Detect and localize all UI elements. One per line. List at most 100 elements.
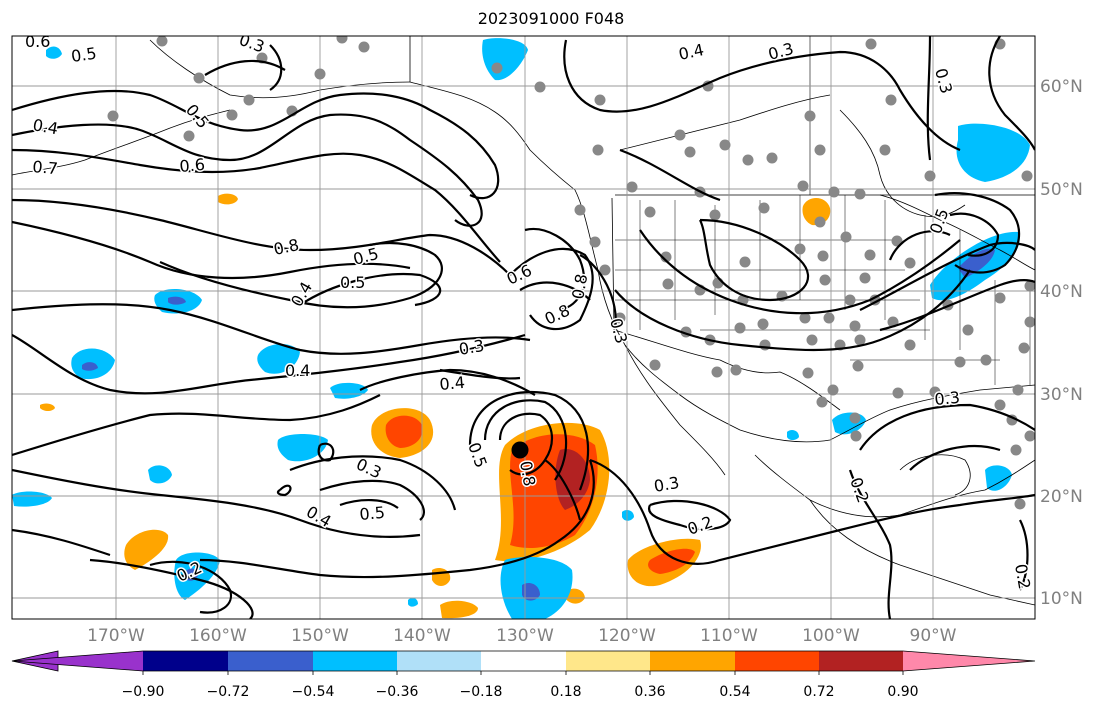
station-dot: [994, 292, 1006, 304]
colorbar-tick-labels: −0.90 −0.72 −0.54 −0.36 −0.18 0.18 0.36 0.54 0.7…: [122, 671, 919, 700]
map-frame: [11, 35, 1036, 620]
lon-label: 160°W: [189, 626, 247, 646]
station-dot: [766, 152, 778, 164]
shade-blue: [956, 123, 1030, 182]
station-dot: [854, 188, 866, 200]
station-dot: [892, 387, 904, 399]
contours: [12, 36, 1035, 619]
shade-blue: [985, 465, 1012, 491]
shade-darkblue: [522, 583, 540, 601]
station-dot: [804, 110, 816, 122]
shade-darkred: [555, 449, 590, 510]
colorbar-swatch: [566, 651, 650, 671]
station-dot: [589, 236, 601, 248]
station-dot: [758, 202, 770, 214]
lat-label: 60°N: [1040, 77, 1083, 97]
shade-blue: [46, 46, 62, 59]
contour-label: 0.3: [934, 388, 961, 409]
contour-label: 0.7: [32, 157, 59, 178]
station-dot: [709, 209, 721, 221]
station-dot: [1018, 342, 1030, 354]
station-dot: [684, 146, 696, 158]
lon-label: 110°W: [700, 626, 758, 646]
station-dot: [954, 356, 966, 368]
station-dot: [1024, 316, 1035, 328]
station-dot: [814, 216, 826, 228]
station-dot: [849, 320, 861, 332]
colorbar-tick-label: −0.90: [122, 684, 165, 700]
station-dot: [854, 334, 866, 346]
colorbar-tick-label: −0.36: [376, 684, 419, 700]
station-dot: [1010, 444, 1022, 456]
colorbar-tick-label: 0.36: [634, 684, 665, 700]
contour-label: 0.5: [359, 503, 386, 524]
station-dot: [757, 318, 769, 330]
shade-darkblue: [168, 296, 186, 305]
station-dot: [574, 204, 586, 216]
colorbar-swatch: [143, 651, 228, 671]
station-dot: [823, 312, 835, 324]
station-dot: [864, 249, 876, 261]
station-dot: [980, 354, 992, 366]
station-dot: [904, 339, 916, 351]
station-dot: [702, 80, 714, 92]
station-dot: [806, 334, 818, 346]
station-dot: [358, 41, 370, 53]
lon-label: 170°W: [87, 626, 145, 646]
station-dot: [719, 139, 731, 151]
shade-blue: [257, 344, 300, 374]
station-dot: [711, 366, 723, 378]
colorbar-swatch: [650, 651, 735, 671]
lat-label: 50°N: [1040, 180, 1083, 200]
colorbar: [11, 650, 1036, 672]
station-dot: [799, 312, 811, 324]
station-dot: [885, 94, 897, 106]
colorbar-swatch: [397, 651, 481, 671]
colorbar-swatch: [12, 651, 143, 671]
station-dot: [534, 81, 546, 93]
colorbar-tick-label: −0.54: [292, 684, 335, 700]
station-dot: [817, 250, 829, 262]
station-dot: [994, 399, 1006, 411]
station-dot: [662, 278, 674, 290]
shade-darkblue: [82, 362, 98, 371]
station-dot: [107, 110, 119, 122]
shade-blue: [12, 491, 52, 507]
station-dot: [1014, 498, 1026, 510]
colorbar-swatch: [903, 651, 1035, 671]
station-dot: [243, 94, 255, 106]
station-dot: [828, 186, 840, 198]
shade-blue: [330, 382, 368, 399]
station-dot: [816, 396, 828, 408]
station-dot: [739, 256, 751, 268]
station-dot: [844, 294, 856, 306]
station-dot: [226, 109, 238, 121]
station-dot: [904, 257, 916, 269]
chart-title: 2023091000 F048: [477, 9, 625, 28]
lat-label: 10°N: [1040, 589, 1083, 609]
lat-label: 30°N: [1040, 385, 1083, 405]
station-dot: [1012, 384, 1024, 396]
station-dot: [859, 272, 871, 284]
station-dot: [924, 170, 936, 182]
station-dot: [797, 180, 809, 192]
shade-orange: [565, 588, 585, 604]
lon-label: 100°W: [802, 626, 860, 646]
shade-blue: [277, 434, 328, 462]
shade-blue: [622, 509, 634, 521]
station-dots: [107, 36, 1035, 510]
contour-label: 0.5: [340, 273, 365, 292]
lon-label: 150°W: [291, 626, 349, 646]
station-dot: [336, 36, 348, 44]
latitude-labels: 60°N 50°N 40°N 30°N 20°N 10°N: [1040, 77, 1083, 609]
lon-label: 90°W: [910, 626, 957, 646]
station-dot: [1024, 280, 1035, 292]
lon-label: 130°W: [496, 626, 554, 646]
colorbar-swatch: [228, 651, 313, 671]
colorbar-tick-label: 0.18: [550, 684, 581, 700]
shade-orange: [40, 403, 55, 411]
contour-label: 0.6: [25, 32, 50, 51]
station-dot: [849, 412, 861, 424]
colorbar-swatch: [313, 651, 397, 671]
